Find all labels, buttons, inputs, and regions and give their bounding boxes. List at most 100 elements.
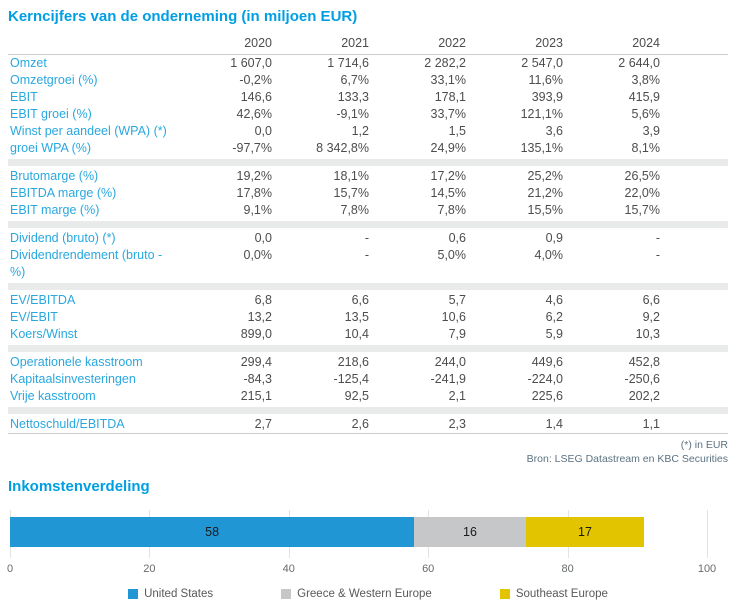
footnote-in-eur: (*) in EUR bbox=[680, 439, 728, 451]
cell-value: 0,0 bbox=[254, 231, 272, 245]
table-row-ebitda-marge: EBITDA marge (%) 17,8% 15,7% 14,5% 21,2% 22,0… bbox=[8, 185, 728, 202]
cell-value: 1,2 bbox=[351, 124, 369, 138]
table-row-ebit-groei: EBIT groei (%) 42,6% -9,1% 33,7% 121,1% 5,6% bbox=[8, 106, 728, 123]
cell-value: 1,5 bbox=[448, 124, 466, 138]
cell-value: 0,0% bbox=[243, 248, 273, 262]
row-label: Dividendrendement (bruto - %) bbox=[10, 248, 163, 279]
cell-value: 25,2% bbox=[527, 169, 563, 183]
cell-value: 15,7% bbox=[333, 186, 369, 200]
cell-value: 7,9 bbox=[448, 327, 466, 341]
legend-label: United States bbox=[144, 588, 214, 600]
cell-value: 15,7% bbox=[624, 203, 660, 217]
cell-value: 135,1% bbox=[520, 141, 563, 155]
legend-swatch-greece-western-europe bbox=[281, 589, 292, 599]
row-spacer bbox=[660, 106, 728, 123]
year-header-2022: 2022 bbox=[438, 36, 466, 50]
row-label: Operationele kasstroom bbox=[10, 355, 143, 369]
legend-label: Greece & Western Europe bbox=[297, 588, 432, 600]
group-separator bbox=[8, 407, 728, 414]
cell-value: 22,0% bbox=[624, 186, 660, 200]
table-row-dividendrendement-bruto: Dividendrendement (bruto - %) 0,0% - 5,0% 4,… bbox=[8, 247, 728, 281]
bar-segment-united-states: 58 bbox=[10, 517, 415, 547]
cell-value: 0,9 bbox=[545, 231, 563, 245]
row-spacer bbox=[660, 416, 728, 433]
row-spacer bbox=[660, 247, 728, 281]
cell-value: -97,7% bbox=[232, 141, 272, 155]
cell-value: 899,0 bbox=[240, 327, 272, 341]
income-distribution-section: Inkomstenverdeling 58 16 17 0 20 40 60 80 100 U… bbox=[6, 478, 728, 600]
table-row-kapitaalsinvesteringen: Kapitaalsinvesteringen -84,3 -125,4 -241,9 -… bbox=[8, 371, 728, 388]
cell-value: 1 607,0 bbox=[230, 56, 272, 70]
cell-value: 6,6 bbox=[351, 293, 369, 307]
cell-value: 6,8 bbox=[254, 293, 272, 307]
row-spacer bbox=[660, 55, 728, 72]
table-row-ev-ebitda: EV/EBITDA 6,8 6,6 5,7 4,6 6,6 bbox=[8, 292, 728, 309]
tick-label-0: 0 bbox=[6, 563, 14, 575]
legend-label: Southeast Europe bbox=[515, 588, 608, 600]
row-spacer bbox=[660, 72, 728, 89]
cell-value: 202,2 bbox=[628, 389, 660, 403]
row-label: Nettoschuld/EBITDA bbox=[10, 417, 125, 431]
table-row-nettoschuld-ebitda: Nettoschuld/EBITDA 2,7 2,6 2,3 1,4 1,1 bbox=[8, 416, 728, 433]
legend-swatch-southeast-europe bbox=[499, 589, 510, 599]
cell-value: 13,2 bbox=[247, 310, 272, 324]
cell-value: 452,8 bbox=[628, 355, 660, 369]
table-row-operationele-kasstroom: Operationele kasstroom 299,4 218,6 244,0 449… bbox=[8, 354, 728, 371]
cell-value: -224,0 bbox=[527, 372, 563, 386]
source-note: Bron: LSEG Datastream en KBC Securities bbox=[526, 453, 728, 465]
cell-value: 218,6 bbox=[337, 355, 369, 369]
cell-value: 133,3 bbox=[337, 90, 369, 104]
cell-value: 1,1 bbox=[642, 417, 660, 431]
row-label: Brutomarge (%) bbox=[10, 169, 99, 183]
cell-value: - bbox=[364, 248, 369, 262]
table-row-vrije-kasstroom: Vrije kasstroom 215,1 92,5 2,1 225,6 202,2 bbox=[8, 388, 728, 405]
group-separator bbox=[8, 221, 728, 228]
cell-value: -0,2% bbox=[239, 73, 272, 87]
cell-value: 0,0 bbox=[254, 124, 272, 138]
chart-legend: United States Greece & Western Europe Sout… bbox=[8, 588, 728, 600]
cell-value: 2 547,0 bbox=[521, 56, 563, 70]
cell-value: -125,4 bbox=[333, 372, 369, 386]
bar-segment-southeast-europe: 17 bbox=[525, 517, 645, 547]
cell-value: 6,6 bbox=[642, 293, 660, 307]
cell-value: - bbox=[655, 231, 660, 245]
cell-value: 18,1% bbox=[333, 169, 369, 183]
year-header-2024: 2024 bbox=[632, 36, 660, 50]
cell-value: 21,2% bbox=[527, 186, 563, 200]
group-separator bbox=[8, 283, 728, 290]
cell-value: 5,9 bbox=[545, 327, 563, 341]
gridline-100 bbox=[707, 510, 708, 558]
cell-value: 1,4 bbox=[545, 417, 563, 431]
legend-item-greece-western-europe: Greece & Western Europe bbox=[281, 588, 432, 600]
cell-value: 10,3 bbox=[635, 327, 660, 341]
row-label: Koers/Winst bbox=[10, 327, 78, 341]
row-spacer bbox=[660, 202, 728, 219]
cell-value: 4,6 bbox=[545, 293, 563, 307]
row-label: EV/EBIT bbox=[10, 310, 58, 324]
table-row-ebit-marge: EBIT marge (%) 9,1% 7,8% 7,8% 15,5% 15,7% bbox=[8, 202, 728, 219]
cell-value: 2,1 bbox=[448, 389, 466, 403]
cell-value: 6,7% bbox=[340, 73, 370, 87]
table-row-koers-winst: Koers/Winst 899,0 10,4 7,9 5,9 10,3 bbox=[8, 326, 728, 343]
cell-value: 1 714,6 bbox=[327, 56, 369, 70]
table-body: Omzet 1 607,0 1 714,6 2 282,2 2 547,0 2 644,0… bbox=[8, 55, 728, 433]
bar-segment-greece-western-europe: 16 bbox=[414, 517, 526, 547]
cell-value: 2,3 bbox=[448, 417, 466, 431]
row-spacer bbox=[660, 123, 728, 140]
table-row-omzetgroei: Omzetgroei (%) -0,2% 6,7% 33,1% 11,6% 3,8% bbox=[8, 72, 728, 89]
cell-value: 225,6 bbox=[531, 389, 563, 403]
group-separator bbox=[8, 345, 728, 352]
legend-swatch-united-states bbox=[128, 589, 139, 599]
cell-value: 19,2% bbox=[236, 169, 272, 183]
cell-value: 42,6% bbox=[236, 107, 272, 121]
row-label: Kapitaalsinvesteringen bbox=[10, 372, 136, 386]
year-header-2021: 2021 bbox=[341, 36, 369, 50]
cell-value: 15,5% bbox=[527, 203, 563, 217]
key-figures-section: Kerncijfers van de onderneming (in miljo… bbox=[8, 8, 728, 466]
year-header-2023: 2023 bbox=[535, 36, 563, 50]
chart-title: Inkomstenverdeling bbox=[8, 478, 150, 495]
cell-value: -250,6 bbox=[624, 372, 660, 386]
cell-value: 244,0 bbox=[434, 355, 466, 369]
row-spacer bbox=[660, 140, 728, 157]
